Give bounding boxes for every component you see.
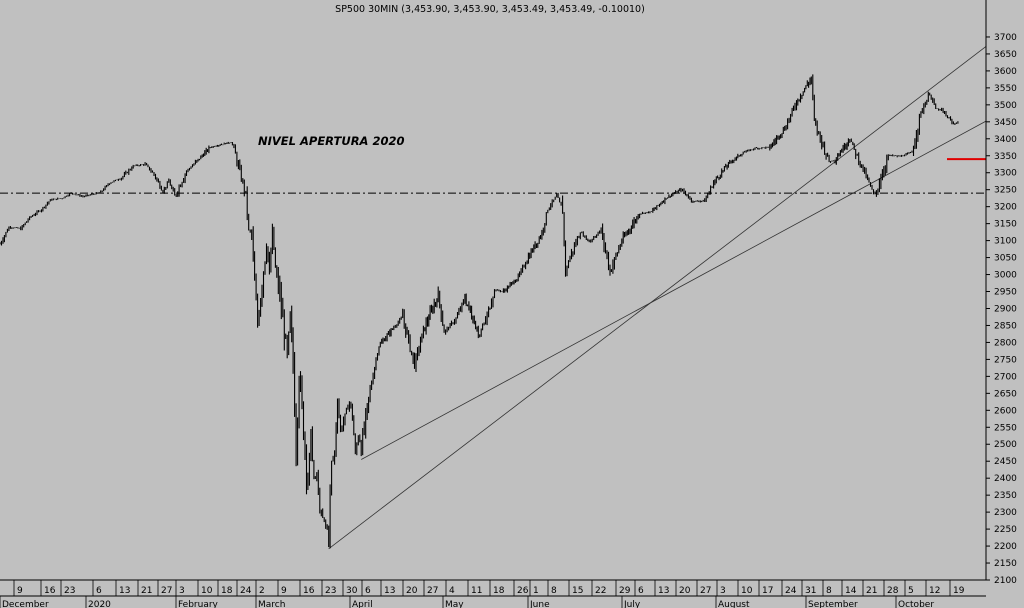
x-day-label: 20: [406, 586, 418, 596]
x-day-label: 13: [119, 586, 130, 596]
y-tick-label: 3250: [994, 186, 1017, 196]
x-day-label: 24: [240, 586, 252, 596]
x-month-label: February: [178, 600, 219, 608]
plot-area: [0, 46, 987, 550]
x-day-label: 24: [785, 586, 797, 596]
y-tick-label: 2600: [994, 406, 1017, 416]
x-day-label: 19: [953, 586, 965, 596]
y-tick-label: 2650: [994, 389, 1017, 399]
x-axis: 9 16 23 6 13 21 27 3 10 18 24 2 9 16 23 30 6 13 20 27 4 11 18 2…: [0, 579, 986, 608]
y-tick-label: 3200: [994, 203, 1017, 213]
y-tick-label: 3350: [994, 152, 1017, 162]
x-month-label: December: [2, 600, 49, 608]
x-day-label: 15: [572, 586, 583, 596]
x-day-label: 8: [826, 586, 832, 596]
x-day-label: 30: [346, 586, 358, 596]
x-month-label: September: [808, 600, 858, 608]
y-tick-label: 3700: [994, 33, 1017, 43]
x-day-label: 16: [44, 586, 56, 596]
x-day-label: 21: [141, 586, 152, 596]
x-month-label: March: [258, 600, 285, 608]
x-day-label: 17: [762, 586, 773, 596]
x-day-label: 11: [471, 586, 482, 596]
x-day-label: 14: [845, 586, 857, 596]
price-bars: [0, 74, 959, 549]
x-day-label: 31: [805, 586, 816, 596]
x-month-label: 2020: [88, 600, 111, 608]
y-tick-label: 2350: [994, 491, 1017, 501]
y-tick-label: 3450: [994, 118, 1017, 128]
y-tick-label: 2200: [994, 542, 1017, 552]
x-day-label: 3: [179, 586, 185, 596]
x-day-label: 21: [866, 586, 877, 596]
y-tick-label: 3600: [994, 67, 1017, 77]
nivel-apertura-annotation: NIVEL APERTURA 2020: [258, 134, 404, 148]
x-day-label: 22: [595, 586, 606, 596]
x-day-label: 27: [700, 586, 711, 596]
x-day-label: 18: [493, 586, 505, 596]
y-tick-label: 3100: [994, 237, 1017, 247]
y-tick-label: 2900: [994, 304, 1017, 314]
y-tick-label: 3500: [994, 101, 1017, 111]
x-day-label: 6: [638, 586, 644, 596]
x-day-label: 5: [908, 586, 914, 596]
y-tick-label: 3650: [994, 50, 1017, 60]
x-day-label: 9: [17, 586, 23, 596]
y-tick-label: 2400: [994, 474, 1017, 484]
x-month-label: May: [445, 600, 464, 608]
x-day-label: 6: [365, 586, 371, 596]
x-day-label: 28: [887, 586, 899, 596]
x-day-label: 20: [679, 586, 691, 596]
y-tick-label: 2500: [994, 440, 1017, 450]
y-tick-label: 2950: [994, 288, 1017, 298]
x-day-label: 4: [449, 586, 455, 596]
x-day-label: 27: [161, 586, 172, 596]
x-day-label: 1: [533, 586, 539, 596]
x-day-label: 8: [551, 586, 557, 596]
x-day-label: 10: [741, 586, 753, 596]
y-tick-label: 3050: [994, 254, 1017, 264]
x-day-label: 23: [325, 586, 336, 596]
y-tick-label: 3400: [994, 135, 1017, 145]
y-tick-label: 2850: [994, 321, 1017, 331]
x-day-label: 23: [64, 586, 75, 596]
x-day-label: 6: [96, 586, 102, 596]
y-tick-label: 2700: [994, 372, 1017, 382]
y-tick-label: 2150: [994, 559, 1017, 569]
x-month-label: July: [623, 600, 641, 608]
x-day-label: 3: [720, 586, 726, 596]
y-tick-label: 2250: [994, 525, 1017, 535]
x-day-label: 9: [281, 586, 287, 596]
y-tick-label: 2300: [994, 508, 1017, 518]
x-month-label: April: [352, 600, 373, 608]
y-tick-label: 3150: [994, 220, 1017, 230]
x-day-label: 26: [517, 586, 529, 596]
y-tick-label: 3000: [994, 271, 1017, 281]
y-tick-label: 2750: [994, 355, 1017, 365]
x-day-label: 13: [658, 586, 669, 596]
y-tick-label: 3300: [994, 169, 1017, 179]
x-day-label: 2: [259, 586, 265, 596]
x-month-label: August: [718, 600, 750, 608]
chart-title: SP500 30MIN (3,453.90, 3,453.90, 3,453.4…: [335, 4, 645, 15]
x-day-label: 10: [201, 586, 213, 596]
y-tick-label: 2550: [994, 423, 1017, 433]
y-tick-label: 2100: [994, 576, 1017, 586]
trendline-1: [328, 46, 987, 550]
y-tick-label: 2450: [994, 457, 1017, 467]
x-day-label: 18: [221, 586, 233, 596]
x-day-label: 27: [427, 586, 438, 596]
x-day-label: 13: [384, 586, 395, 596]
x-month-label: October: [898, 600, 934, 608]
y-tick-label: 2800: [994, 338, 1017, 348]
x-month-label: June: [529, 600, 550, 608]
y-axis: 2100 2150 2200 2250 2300 2350 2400 2450 2500 2550…: [985, 0, 1017, 586]
y-tick-label: 3550: [994, 84, 1017, 94]
x-day-label: 29: [619, 586, 631, 596]
x-day-label: 16: [303, 586, 315, 596]
x-day-label: 12: [929, 586, 940, 596]
